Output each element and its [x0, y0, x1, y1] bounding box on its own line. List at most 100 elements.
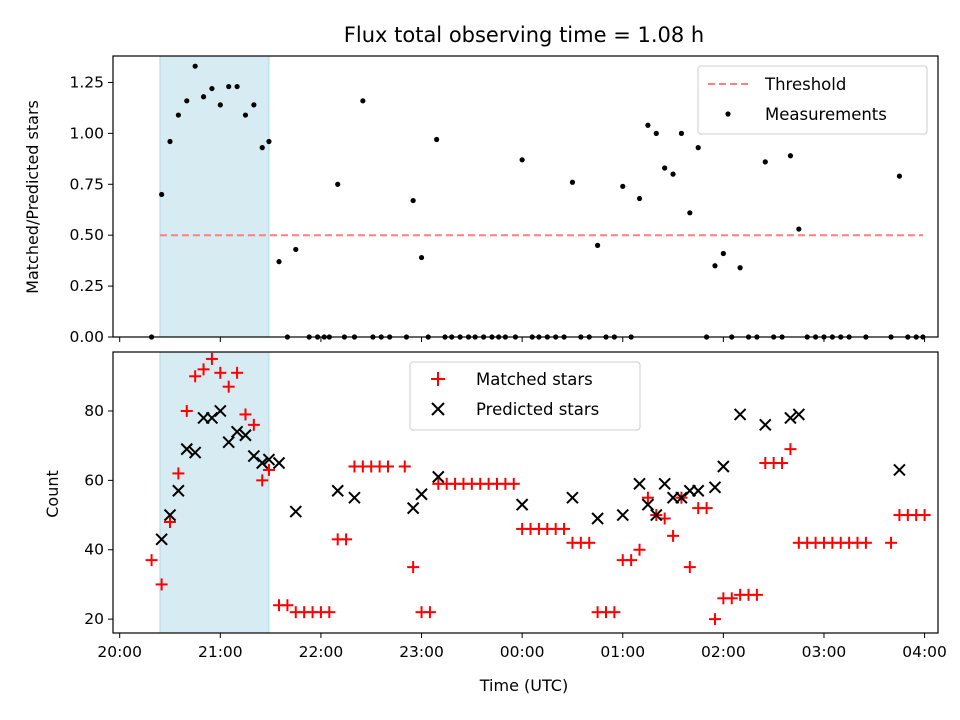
measurement-point [200, 94, 207, 100]
top-legend: Threshold Measurements [697, 65, 928, 135]
y-tick-label: 20 [84, 610, 104, 628]
measurement-point [787, 153, 794, 159]
predicted-point [331, 484, 344, 497]
matched-point [155, 578, 168, 591]
predicted-point [515, 498, 529, 511]
x-tick-label: 03:00 [802, 643, 847, 661]
measurement-point [192, 63, 198, 69]
matched-point [262, 463, 275, 476]
matched-point [231, 366, 244, 379]
measurement-point [276, 259, 282, 265]
matched-point [222, 380, 235, 393]
matched-point [247, 418, 260, 431]
measurement-point [662, 165, 668, 171]
predicted-point [222, 435, 235, 449]
matched-point [583, 536, 596, 549]
x-tick-label: 01:00 [600, 643, 645, 661]
observing-span [159, 351, 270, 634]
y-tick-label: 1.00 [69, 124, 104, 142]
predicted-point [641, 498, 655, 511]
measurement-point [175, 112, 181, 118]
matched-point [172, 467, 185, 480]
measurement-point [209, 85, 215, 92]
matched-point [750, 588, 763, 601]
measurement-point [569, 179, 576, 185]
top-ylabel: Matched/Predicted stars [23, 100, 42, 294]
measurement-point [896, 173, 903, 179]
predicted-point [214, 404, 227, 418]
measurements-legend-label: Measurements [765, 105, 887, 124]
measurement-point [293, 246, 299, 253]
matched-point [784, 443, 797, 456]
matched-point [145, 554, 158, 567]
top-axes-frame [112, 55, 939, 338]
measurement-point [242, 112, 249, 118]
predicted-point [633, 477, 646, 491]
y-tick-label: 60 [84, 471, 104, 489]
predicted-point [272, 456, 286, 470]
measurement-point [259, 145, 265, 151]
matched-point [776, 457, 789, 470]
measurement-point [217, 102, 223, 108]
y-tick-label: 1.25 [69, 73, 104, 91]
chart-title: Flux total observing time = 1.08 h [344, 23, 704, 47]
measurement-point [595, 242, 601, 248]
matched-point [382, 460, 394, 473]
y-tick-label: 0.75 [69, 175, 104, 193]
matched-point [708, 613, 721, 626]
observing-span [159, 55, 270, 338]
predicted-point [188, 446, 202, 459]
predicted-point [406, 501, 420, 515]
y-tick-label: 80 [84, 402, 104, 420]
measurement-point [360, 98, 366, 104]
matched-point [164, 515, 177, 528]
measurement-point [184, 98, 190, 104]
predicted-point [708, 481, 722, 494]
x-tick-label: 22:00 [299, 643, 344, 661]
measurement-point [434, 136, 440, 143]
predicted-point [230, 425, 244, 438]
measurement-point [636, 195, 643, 202]
matched-point [608, 606, 621, 619]
matched-point [214, 366, 227, 379]
predicted-point [432, 470, 445, 484]
predicted-point [180, 442, 193, 456]
matched-point [667, 529, 680, 542]
matched-point [859, 536, 872, 549]
measurements-legend-marker [725, 111, 731, 117]
measurement-point [678, 130, 685, 136]
predicted-point [415, 488, 428, 501]
matched-point [197, 363, 210, 376]
measurement-point [712, 263, 718, 269]
predicted-point [650, 508, 663, 522]
predicted-point [348, 491, 361, 504]
matched-point [641, 491, 654, 504]
measurement-point [653, 130, 659, 136]
matched-point [180, 404, 193, 417]
y-tick-label: 0.25 [69, 277, 104, 295]
measurement-point [762, 159, 768, 165]
measurement-point [695, 145, 701, 151]
measurement-point [234, 83, 240, 90]
predicted-point [616, 508, 629, 522]
predicted-point [784, 411, 797, 425]
predicted-point [591, 512, 604, 525]
matched-point [340, 533, 353, 546]
predicted-point [717, 460, 730, 473]
y-tick-label: 0.00 [69, 328, 104, 346]
y-tick-label: 40 [84, 541, 104, 559]
measurement-point [418, 254, 425, 261]
predicted-point [692, 484, 705, 497]
predicted-point [163, 508, 177, 522]
matched-point [323, 606, 336, 619]
y-tick-label: 0.50 [69, 226, 104, 244]
matched-point [633, 543, 646, 556]
matched-legend-label: Matched stars [476, 370, 593, 389]
x-tick-label: 20:00 [97, 643, 142, 661]
predicted-point [205, 411, 219, 425]
predicted-point [792, 408, 806, 421]
matched-point [918, 509, 931, 522]
measurement-point [687, 210, 693, 216]
measurement-point [167, 138, 173, 145]
